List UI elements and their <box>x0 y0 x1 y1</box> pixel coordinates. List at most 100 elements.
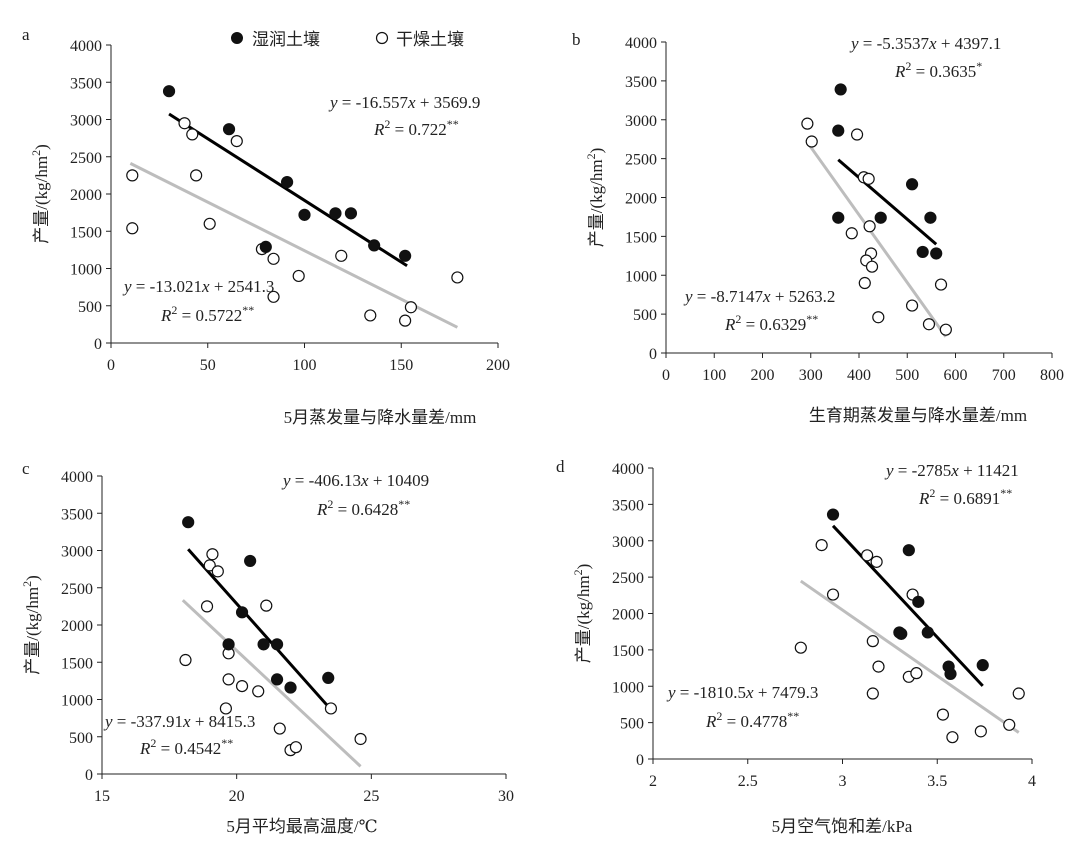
x-tick-label: 2 <box>649 773 657 790</box>
dry-soil-point <box>866 687 879 700</box>
x-axis-label: 5月蒸发量与降水量差/mm <box>284 408 477 427</box>
wet-fit-r2: R2 = 0.3635* <box>894 59 982 81</box>
dry-soil-point <box>126 222 139 235</box>
dry-fit-r2: R2 = 0.6329** <box>724 312 818 334</box>
dry-soil-point <box>801 117 814 130</box>
y-axis-label: 产量/(kg/hm2) <box>29 144 51 244</box>
x-tick-label: 700 <box>992 367 1016 384</box>
y-tick-label: 4000 <box>612 461 644 478</box>
dry-soil-point <box>1012 687 1025 700</box>
wet-fit-equation: y = -16.557x + 3569.9 <box>328 93 480 112</box>
wet-soil-point <box>280 175 294 189</box>
dry-soil-point <box>910 667 923 680</box>
dry-soil-point <box>179 653 192 667</box>
dry-soil-point <box>252 685 265 698</box>
dry-soil-point <box>267 290 280 303</box>
dry-soil-point <box>354 732 367 746</box>
panel-letter: b <box>572 30 581 49</box>
legend-wet-marker <box>231 32 243 44</box>
y-tick-label: 3000 <box>70 113 102 130</box>
dry-fit-line <box>181 599 362 768</box>
y-tick-label: 500 <box>633 307 657 324</box>
y-tick-label: 1000 <box>612 679 644 696</box>
wet-soil-point <box>284 681 297 694</box>
y-tick-label: 2500 <box>70 150 102 167</box>
panel-a: a 0 500 1000 1500 2000 2500 3000 3500 4000 0 50 100 1… <box>22 25 510 427</box>
dry-soil-point <box>974 725 987 738</box>
wet-soil-point <box>270 673 284 686</box>
y-tick-label: 500 <box>78 299 102 316</box>
wet-soil-point <box>912 595 925 608</box>
y-tick-label: 1000 <box>61 693 93 710</box>
wet-soil-point <box>344 207 358 220</box>
dry-soil-point <box>235 679 249 693</box>
x-axis-label: 5月空气饱和差/kPa <box>772 817 913 836</box>
wet-soil-point <box>368 239 381 252</box>
wet-fit-line <box>168 112 408 268</box>
wet-soil-point <box>905 178 919 191</box>
dry-fit-equation: y = -1810.5x + 7479.3 <box>666 683 818 702</box>
legend: 湿润土壤 干燥土壤 <box>231 29 464 49</box>
x-axis-label: 生育期蒸发量与降水量差/mm <box>809 406 1027 425</box>
wet-soil-point <box>930 247 943 260</box>
wet-soil-point <box>976 659 989 672</box>
wet-soil-point <box>222 123 236 136</box>
dry-soil-point <box>364 309 377 322</box>
x-tick-label: 800 <box>1040 367 1064 384</box>
y-tick-label: 2000 <box>70 187 102 204</box>
dry-soil-point <box>794 641 807 654</box>
x-tick-label: 200 <box>751 367 775 384</box>
dry-fit-r2: R2 = 0.4778** <box>705 709 799 731</box>
dry-soil-point <box>292 269 305 283</box>
dry-soil-point <box>404 301 418 314</box>
dry-fit-equation: y = -13.021x + 2541.3 <box>122 277 274 296</box>
wet-fit-r2: R2 = 0.6891** <box>918 486 1012 508</box>
x-axis-label: 5月平均最高温度/℃ <box>226 817 377 836</box>
dry-soil-point <box>872 660 885 673</box>
dry-soil-point <box>866 635 879 648</box>
panel-b: b 0 500 1000 1500 2000 2500 3000 3500 4000 0 100 200… <box>572 30 1064 425</box>
wet-soil-point <box>162 85 176 98</box>
dry-fit-line <box>806 141 948 338</box>
dry-soil-point <box>289 741 303 754</box>
dry-soil-point <box>872 311 885 324</box>
dry-soil-point <box>200 600 214 613</box>
y-tick-label: 3500 <box>625 74 657 91</box>
dry-soil-point <box>222 673 235 686</box>
y-tick-label: 4000 <box>625 35 657 52</box>
wet-soil-point <box>399 249 412 262</box>
dry-soil-point <box>865 260 879 273</box>
y-tick-label: 1000 <box>625 268 657 285</box>
dry-soil-point <box>273 722 286 735</box>
y-tick-label: 2500 <box>61 581 93 598</box>
y-tick-label: 4000 <box>70 38 102 55</box>
y-tick-label: 1500 <box>612 643 644 660</box>
wet-soil-point <box>257 638 270 651</box>
wet-fit-line <box>831 524 984 687</box>
dry-soil-point <box>399 314 412 327</box>
panel-d: d 0 500 1000 1500 2000 2500 3000 3500 4000 2 2.5 3 3.… <box>556 457 1036 836</box>
dry-soil-point <box>936 708 950 721</box>
dry-soil-point <box>905 299 919 312</box>
dry-soil-point <box>260 599 273 612</box>
wet-soil-point <box>895 627 908 640</box>
x-tick-label: 25 <box>363 788 379 805</box>
y-tick-label: 3000 <box>612 534 644 551</box>
wet-soil-point <box>222 638 235 651</box>
wet-soil-point <box>270 638 284 651</box>
legend-dry-label: 干燥土壤 <box>396 29 464 49</box>
wet-soil-point <box>832 211 845 224</box>
wet-soil-point <box>298 208 311 221</box>
wet-fit-r2: R2 = 0.722** <box>373 117 459 139</box>
x-tick-label: 100 <box>293 357 317 374</box>
wet-soil-point <box>832 124 845 137</box>
y-axis-label: 产量/(kg/hm2) <box>20 575 42 675</box>
dry-soil-point <box>826 588 840 601</box>
x-tick-label: 0 <box>662 367 670 384</box>
wet-soil-point <box>182 516 195 529</box>
y-tick-label: 1500 <box>61 655 93 672</box>
x-tick-label: 4 <box>1028 773 1036 790</box>
dry-fit-equation: y = -8.7147x + 5263.2 <box>683 287 835 306</box>
dry-soil-point <box>203 559 216 572</box>
wet-soil-point <box>259 240 272 253</box>
